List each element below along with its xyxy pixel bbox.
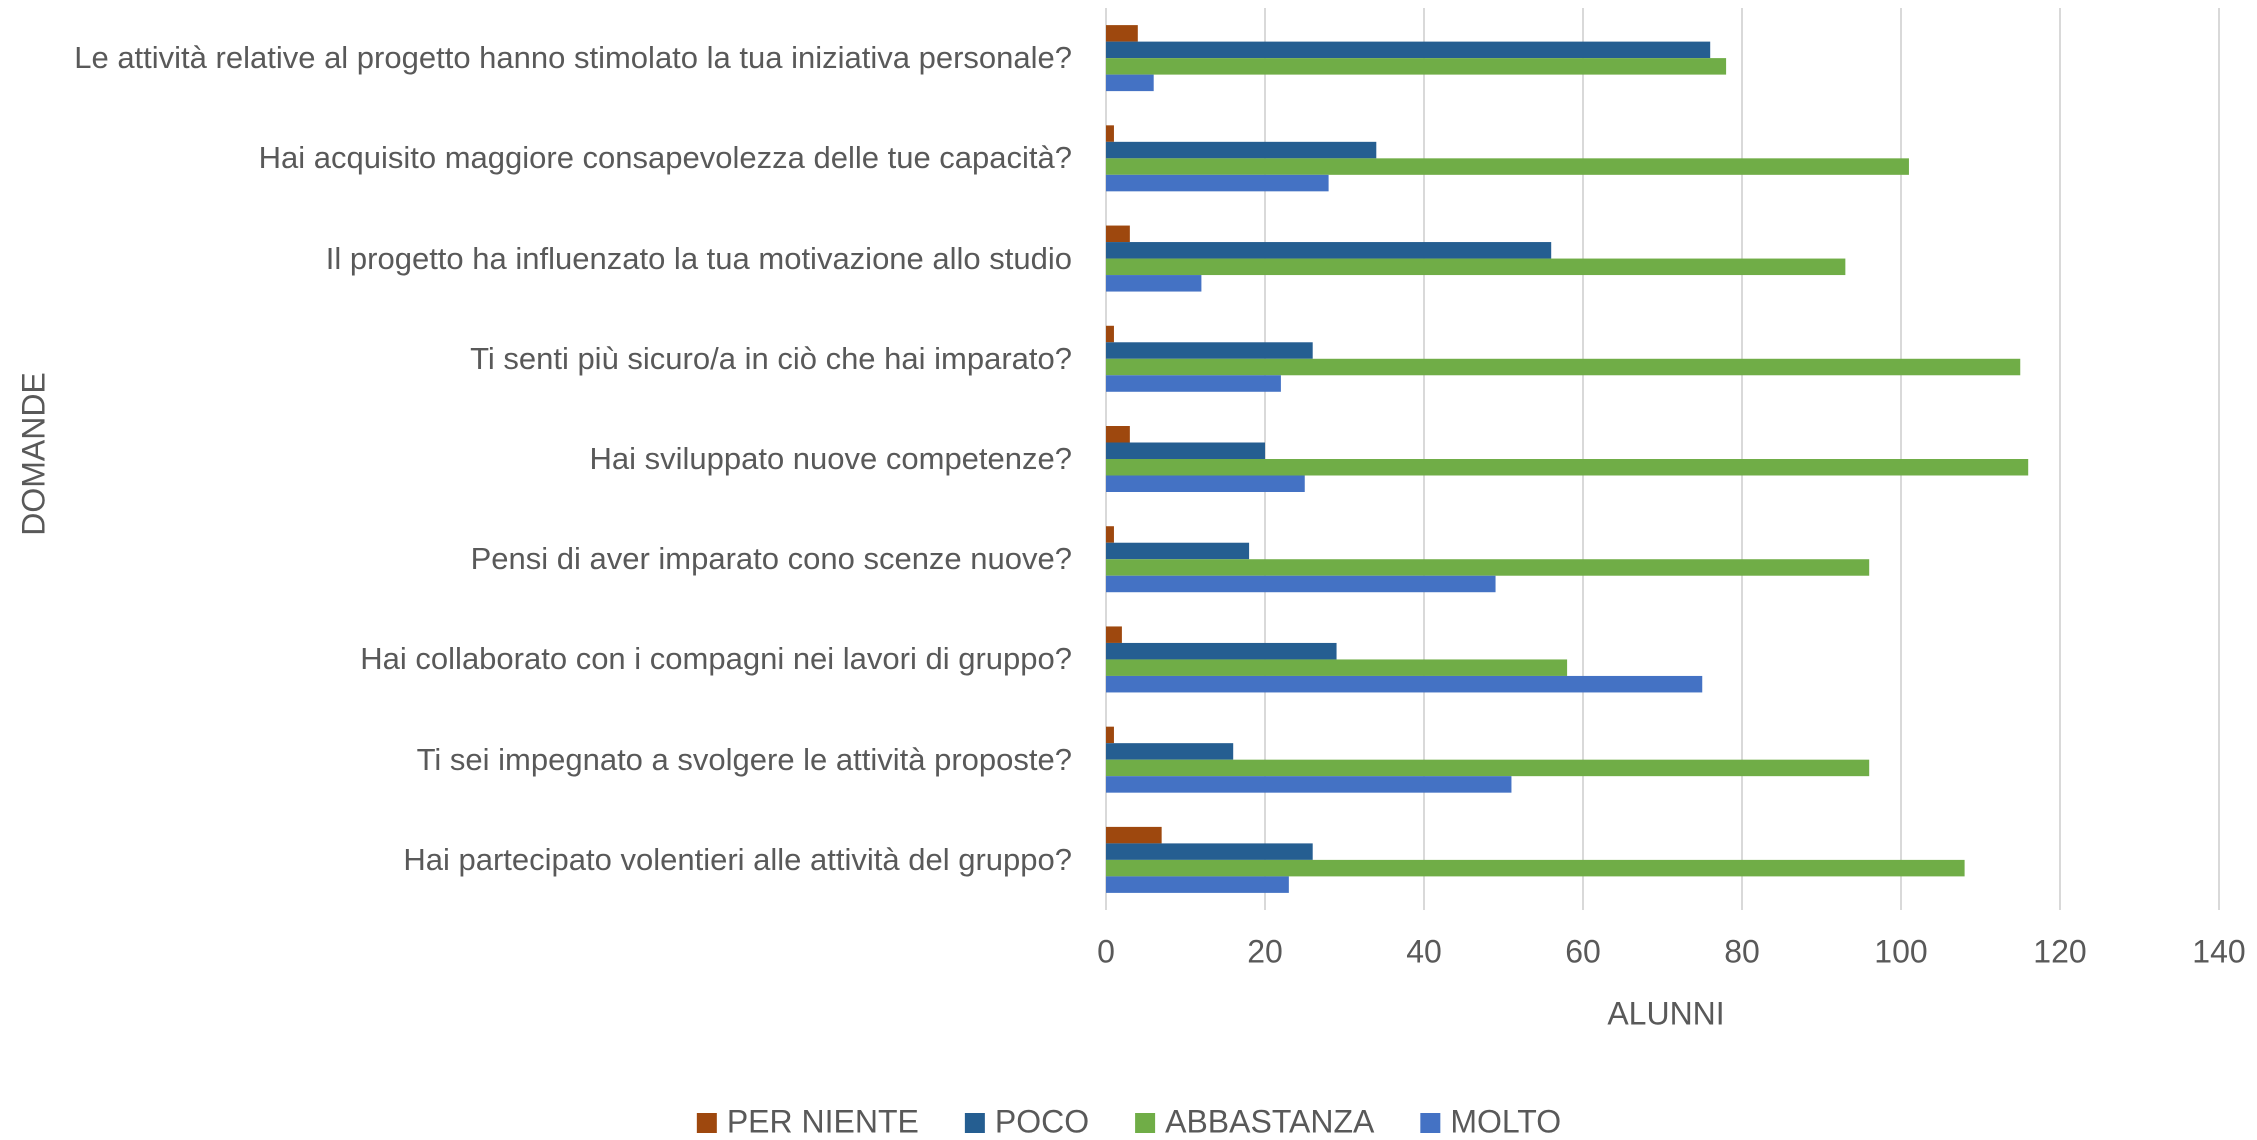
x-tick-label: 40 — [1406, 933, 1442, 969]
legend-swatch — [1420, 1113, 1441, 1133]
legend-swatch — [696, 1113, 717, 1133]
legend-swatch — [1135, 1113, 1156, 1133]
bar — [1106, 174, 1329, 192]
bar — [1106, 242, 1552, 259]
legend: PER NIENTE POCO ABBASTANZA MOLTO — [696, 1103, 1561, 1139]
bar — [1106, 575, 1496, 593]
bar — [1106, 325, 1114, 343]
bar — [1106, 258, 1846, 276]
x-tick-label: 80 — [1724, 933, 1760, 969]
bar — [1106, 526, 1114, 543]
bar — [1106, 542, 1250, 560]
bar — [1106, 559, 1870, 576]
y-tick-label: Hai partecipato volentieri alle attività… — [403, 841, 1072, 877]
bar — [1106, 275, 1202, 292]
category-label-box: Hai acquisito maggiore consapevolezza de… — [258, 140, 1072, 176]
y-tick-label: Hai acquisito maggiore consapevolezza de… — [258, 140, 1072, 176]
bar — [1106, 826, 1162, 844]
bar — [1106, 626, 1122, 643]
bar — [1106, 342, 1313, 359]
bar — [1106, 225, 1130, 243]
bar — [1106, 358, 2021, 376]
bar — [1106, 459, 2029, 476]
y-axis-title: DOMANDE — [15, 372, 51, 536]
bar — [1106, 659, 1568, 676]
bar — [1106, 743, 1234, 760]
category-label-box: Ti senti più sicuro/a in ciò che hai imp… — [470, 340, 1072, 376]
bar — [1106, 776, 1512, 793]
category-label-box: Ti sei impegnato a svolgere le attività … — [416, 741, 1072, 777]
legend-swatch — [964, 1113, 985, 1133]
y-tick-label: Pensi di aver imparato cono scenze nuove… — [470, 541, 1072, 577]
bar — [1106, 74, 1154, 92]
legend-label: MOLTO — [1450, 1103, 1561, 1139]
y-tick-label: Ti sei impegnato a svolgere le attività … — [416, 741, 1072, 777]
x-tick-label: 100 — [1874, 933, 1927, 969]
y-tick-label: Hai collaborato con i compagni nei lavor… — [360, 641, 1072, 677]
y-tick-label: Ti senti più sicuro/a in ciò che hai imp… — [470, 340, 1072, 376]
bar — [1106, 759, 1870, 777]
category-label-box: Il progetto ha influenzato la tua motiva… — [325, 240, 1072, 276]
bar — [1106, 442, 1265, 459]
category-label-box: Hai partecipato volentieri alle attività… — [403, 841, 1072, 877]
bar — [1106, 25, 1138, 42]
x-tick-label: 140 — [2192, 933, 2245, 969]
legend-label: POCO — [995, 1103, 1089, 1139]
bar — [1106, 843, 1313, 860]
y-tick-label: Il progetto ha influenzato la tua motiva… — [325, 240, 1072, 276]
category-label-box: Pensi di aver imparato cono scenze nuove… — [470, 541, 1072, 577]
bar — [1106, 41, 1711, 59]
legend-label: ABBASTANZA — [1165, 1103, 1375, 1139]
category-label-box: Le attività relative al progetto hanno s… — [74, 40, 1072, 76]
legend-label: PER NIENTE — [727, 1103, 919, 1139]
bar — [1106, 58, 1727, 75]
x-tick-label: 20 — [1247, 933, 1283, 969]
x-tick-label: 120 — [2033, 933, 2086, 969]
bar — [1106, 642, 1337, 660]
bar — [1106, 125, 1114, 142]
bar — [1106, 726, 1114, 744]
bar — [1106, 426, 1130, 443]
bar — [1106, 375, 1281, 392]
y-tick-label: Hai sviluppato nuove competenze? — [589, 440, 1072, 476]
bar — [1106, 876, 1289, 893]
y-tick-label: Le attività relative al progetto hanno s… — [74, 40, 1072, 76]
bar — [1106, 675, 1703, 693]
bar — [1106, 141, 1377, 159]
category-label-box: Hai sviluppato nuove competenze? — [589, 440, 1072, 476]
bar — [1106, 158, 1909, 175]
x-tick-label: 60 — [1565, 933, 1601, 969]
category-label-box: Hai collaborato con i compagni nei lavor… — [360, 641, 1072, 677]
bar — [1106, 475, 1305, 492]
bar — [1106, 859, 1965, 877]
x-tick-label: 0 — [1097, 933, 1115, 969]
x-axis-title: ALUNNI — [1607, 995, 1724, 1031]
